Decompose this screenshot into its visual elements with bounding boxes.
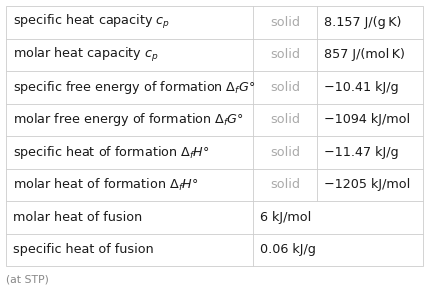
Text: solid: solid bbox=[270, 113, 300, 126]
Text: 8.157 J/(g K): 8.157 J/(g K) bbox=[324, 16, 402, 29]
Text: −1205 kJ/mol: −1205 kJ/mol bbox=[324, 178, 410, 191]
Bar bbox=[6, 6, 423, 266]
Text: −1094 kJ/mol: −1094 kJ/mol bbox=[324, 113, 410, 126]
Text: specific heat of formation $\Delta_f H°$: specific heat of formation $\Delta_f H°$ bbox=[13, 144, 210, 161]
Text: specific heat of fusion: specific heat of fusion bbox=[13, 243, 154, 256]
Text: molar heat capacity $c_p$: molar heat capacity $c_p$ bbox=[13, 46, 159, 64]
Text: 6 kJ/mol: 6 kJ/mol bbox=[260, 211, 311, 224]
Text: −10.41 kJ/g: −10.41 kJ/g bbox=[324, 81, 399, 94]
Text: solid: solid bbox=[270, 146, 300, 159]
Text: −11.47 kJ/g: −11.47 kJ/g bbox=[324, 146, 399, 159]
Text: molar heat of formation $\Delta_f H°$: molar heat of formation $\Delta_f H°$ bbox=[13, 177, 198, 193]
Text: solid: solid bbox=[270, 178, 300, 191]
Text: 0.06 kJ/g: 0.06 kJ/g bbox=[260, 243, 316, 256]
Text: (at STP): (at STP) bbox=[6, 274, 49, 284]
Text: specific free energy of formation $\Delta_f G°$: specific free energy of formation $\Delt… bbox=[13, 79, 255, 96]
Text: solid: solid bbox=[270, 81, 300, 94]
Text: specific heat capacity $c_p$: specific heat capacity $c_p$ bbox=[13, 13, 170, 31]
Text: molar free energy of formation $\Delta_f G°$: molar free energy of formation $\Delta_f… bbox=[13, 111, 244, 128]
Text: solid: solid bbox=[270, 16, 300, 29]
Text: 857 J/(mol K): 857 J/(mol K) bbox=[324, 48, 405, 61]
Text: solid: solid bbox=[270, 48, 300, 61]
Text: molar heat of fusion: molar heat of fusion bbox=[13, 211, 142, 224]
